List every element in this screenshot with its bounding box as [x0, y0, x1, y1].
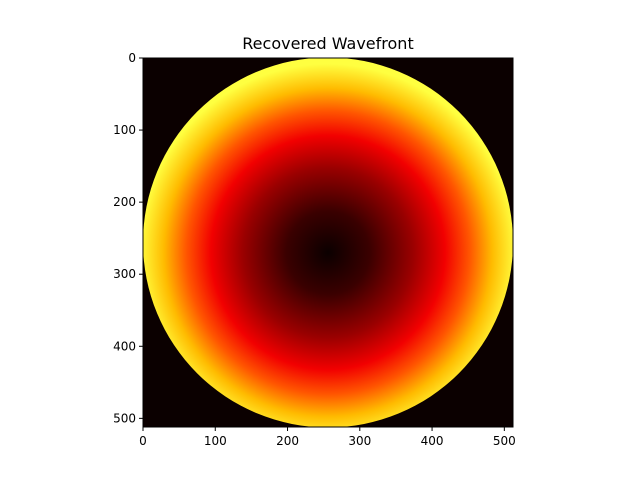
y-tick-label: 100 — [113, 123, 136, 137]
y-tick-label: 400 — [113, 339, 136, 353]
chart-title: Recovered Wavefront — [242, 34, 413, 53]
x-tick-label: 100 — [204, 434, 227, 448]
axes-frame — [142, 57, 514, 428]
x-axis: 0 100 200 300 400 500 — [139, 427, 516, 448]
y-axis: 0 100 200 300 400 500 — [113, 51, 143, 425]
x-tick-label: 300 — [348, 434, 371, 448]
x-tick-label: 0 — [139, 434, 147, 448]
y-tick-label: 0 — [128, 51, 136, 65]
wavefront-aperture — [143, 58, 513, 427]
y-tick-label: 300 — [113, 267, 136, 281]
y-tick-label: 200 — [113, 195, 136, 209]
x-tick-label: 200 — [276, 434, 299, 448]
y-tick-label: 500 — [113, 411, 136, 425]
wavefront-image — [143, 58, 513, 427]
x-tick-label: 400 — [421, 434, 444, 448]
x-tick-label: 500 — [493, 434, 516, 448]
